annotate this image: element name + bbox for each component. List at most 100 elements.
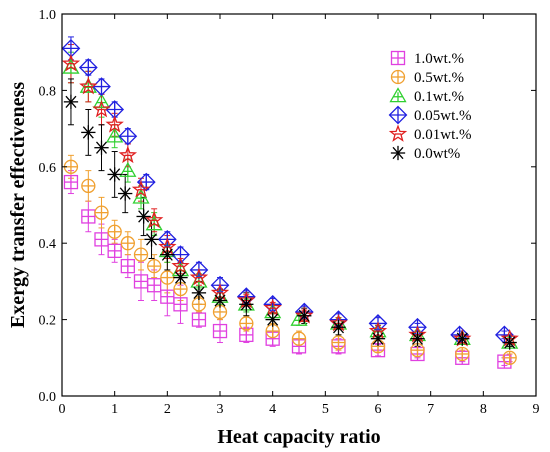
data-point: [132, 188, 150, 204]
data-point: [61, 53, 81, 72]
legend-marker: [390, 69, 406, 85]
x-tick-label: 5: [322, 402, 329, 417]
x-axis-title: Heat capacity ratio: [217, 426, 380, 448]
data-point: [118, 145, 138, 164]
data-point: [79, 76, 98, 95]
y-axis: 0.0 0.2 0.4 0.6 0.8 1.0: [39, 8, 536, 405]
legend-item: 0.01wt.%: [388, 124, 472, 143]
legend-marker: [388, 105, 408, 125]
legend-item: 1.0wt.%: [390, 50, 464, 67]
legend-marker: [389, 87, 407, 103]
data-point: [120, 236, 135, 251]
data-point: [191, 285, 207, 301]
data-point: [410, 331, 425, 346]
data-point: [136, 209, 151, 224]
data-point: [63, 94, 79, 110]
data-point: [171, 245, 190, 265]
data-point: [81, 178, 96, 194]
x-tick-label: 6: [375, 402, 382, 417]
data-point: [107, 243, 122, 258]
data-point: [147, 258, 162, 274]
x-tick-label: 1: [111, 402, 118, 417]
data-point: [212, 323, 228, 339]
y-tick-label: 1.0: [39, 8, 57, 23]
y-tick-label: 0.0: [39, 390, 57, 405]
data-point: [107, 167, 122, 182]
legend-marker: [390, 145, 406, 161]
legend-item: 0.05wt.%: [388, 105, 472, 125]
data-point: [173, 297, 188, 312]
data-point: [191, 312, 207, 327]
legend-label: 0.0wt%: [414, 146, 460, 162]
data-point: [265, 312, 280, 327]
y-axis-title: Exergy transfer effectiveness: [7, 82, 29, 328]
x-tick-label: 9: [533, 402, 540, 417]
legend-item: 0.0wt%: [390, 145, 460, 162]
x-tick-label: 8: [480, 402, 487, 417]
data-point: [81, 209, 96, 224]
x-tick-label: 7: [427, 402, 434, 417]
data-point: [118, 186, 133, 201]
legend-item: 0.1wt.%: [389, 87, 464, 105]
y-tick-label: 0.2: [39, 314, 57, 329]
data-point: [160, 289, 175, 304]
data-point: [133, 274, 149, 289]
data-point: [173, 270, 188, 285]
x-axis: 0 1 2 3 4 5 6 7 8 9: [59, 14, 540, 417]
data-point: [144, 232, 159, 247]
legend-label: 0.5wt.%: [414, 70, 464, 86]
data-point: [331, 335, 346, 350]
data-point: [331, 320, 346, 335]
data-point: [455, 331, 470, 346]
x-tick-label: 3: [217, 402, 224, 417]
y-tick-label: 0.6: [39, 161, 57, 176]
data-point: [160, 270, 175, 285]
data-point: [92, 99, 111, 118]
data-point: [291, 331, 307, 346]
legend-marker: [388, 124, 408, 142]
data-point: [171, 256, 190, 274]
x-tick-label: 4: [269, 402, 276, 417]
data-point: [78, 58, 98, 77]
data-point: [106, 127, 124, 143]
legend-item: 0.5wt.%: [390, 69, 464, 86]
data-point: [94, 205, 109, 220]
y-tick-label: 0.4: [39, 237, 57, 252]
data-point: [502, 350, 517, 365]
data-point: [160, 247, 175, 262]
data-point: [81, 125, 96, 140]
data-point: [239, 297, 254, 312]
data-point: [189, 267, 209, 286]
data-point: [131, 180, 151, 198]
legend-label: 0.05wt.%: [414, 108, 472, 124]
legend-label: 0.1wt.%: [414, 89, 464, 105]
data-point: [147, 278, 162, 293]
data-point: [119, 161, 137, 177]
data-point: [94, 232, 109, 247]
data-point: [120, 258, 135, 274]
legend-marker: [390, 50, 406, 66]
y-tick-label: 0.8: [39, 84, 57, 99]
data-point: [297, 308, 312, 323]
data-point: [63, 174, 79, 190]
legend-label: 1.0wt.%: [414, 51, 464, 67]
data-point: [455, 346, 470, 362]
data-point: [107, 224, 122, 239]
x-tick-label: 0: [59, 402, 66, 417]
legend-label: 0.01wt.%: [414, 127, 472, 143]
data-point: [118, 126, 138, 146]
plot-area-frame: [61, 13, 537, 397]
x-tick-label: 2: [164, 402, 171, 417]
data-point: [263, 298, 282, 316]
legend: 1.0wt.% 0.5wt.% 0.1wt.% 0.05wt.% 0.01wt.% 0.0…: [388, 50, 472, 162]
data-point: [370, 331, 386, 346]
data-point: [105, 115, 124, 133]
data-point: [502, 335, 517, 350]
data-point: [212, 293, 228, 308]
data-point: [94, 140, 109, 155]
data-point: [263, 294, 283, 314]
data-point: [144, 210, 164, 229]
data-point: [133, 247, 149, 262]
markers-layer: [61, 39, 519, 369]
